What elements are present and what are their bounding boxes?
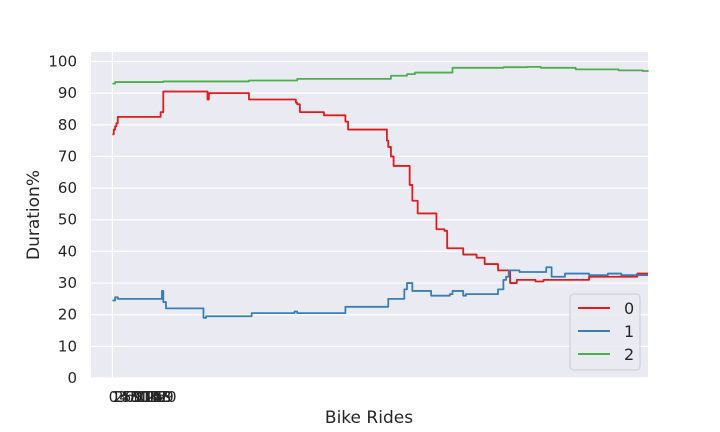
x-tick-label: 9	[133, 388, 143, 406]
plot-background	[91, 52, 648, 378]
x-tick-label: 2	[114, 388, 124, 406]
x-tick-label: 15	[144, 388, 163, 406]
y-tick-label: 40	[58, 242, 77, 260]
x-tick-label: 4	[119, 388, 129, 406]
y-tick-label: 80	[58, 116, 77, 134]
x-tick-label: 19	[155, 388, 174, 406]
y-tick-label: 10	[58, 337, 77, 355]
x-tick-label: 10	[131, 388, 150, 406]
y-tick-label: 20	[58, 306, 77, 324]
x-tick-label: 17	[149, 388, 168, 406]
grid-lines	[91, 52, 648, 379]
x-tick-label: 8	[130, 388, 140, 406]
y-tick-label: 30	[58, 274, 77, 292]
legend: 0 1 2	[569, 293, 641, 371]
x-tick-label: 20	[157, 388, 176, 406]
series-line-2	[112, 65, 649, 85]
x-tick-label: 0	[109, 388, 119, 406]
y-tick-label: 50	[58, 211, 77, 229]
x-tick-label: 11	[133, 388, 152, 406]
y-tick-label: 0	[67, 369, 77, 387]
series-lines	[112, 65, 649, 319]
legend-label-0: 0	[624, 299, 634, 318]
legend-label-2: 2	[624, 345, 634, 364]
y-tick-label: 70	[58, 147, 77, 165]
y-tick-label: 90	[58, 84, 77, 102]
series-line-1	[112, 266, 648, 319]
y-tick-label: 60	[58, 179, 77, 197]
y-axis-label: Duration%	[24, 170, 44, 260]
x-tick-label: 16	[147, 388, 166, 406]
x-tick-label: 18	[152, 388, 171, 406]
x-tick-label: 6	[125, 388, 135, 406]
x-axis-label: Bike Rides	[325, 408, 413, 428]
legend-label-1: 1	[624, 322, 634, 341]
x-tick-label: 5	[122, 388, 132, 406]
x-tick-label: 13	[139, 388, 158, 406]
x-tick-label: 7	[127, 388, 137, 406]
x-tick-label: 14	[141, 388, 160, 406]
x-tick-label: 1	[111, 388, 121, 406]
x-tick-label: 12	[136, 388, 155, 406]
y-tick-label: 100	[48, 52, 77, 70]
x-tick-label: 3	[117, 388, 127, 406]
y-tick-labels: 0 10 20 30 40 50 60 70 80 90 100	[48, 52, 77, 387]
